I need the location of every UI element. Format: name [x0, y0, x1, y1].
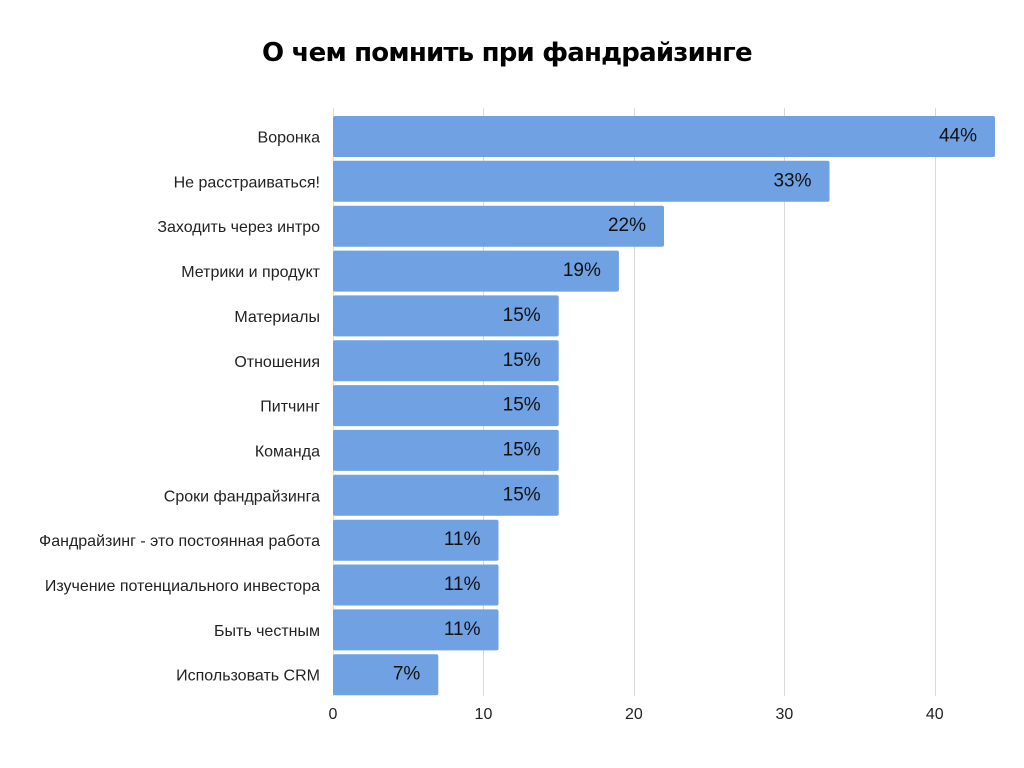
value-label: 15% [503, 350, 541, 371]
x-tick-label: 40 [926, 706, 944, 723]
bar [333, 385, 559, 427]
category-label: Быть честным [214, 623, 320, 640]
category-label: Отношения [234, 354, 320, 371]
value-label: 11% [444, 619, 481, 640]
value-label: 7% [393, 664, 421, 685]
bar [333, 340, 559, 382]
x-tick-label: 20 [625, 706, 643, 723]
category-label: Метрики и продукт [181, 264, 320, 281]
bar [333, 654, 439, 696]
value-labels: 44% 33% 22% 19% 15% 15% 15% 15% 15% 11% 11% 11% 7% [393, 126, 977, 685]
bar [333, 519, 499, 561]
category-label: Питчинг [260, 399, 320, 416]
category-label: Воронка [258, 130, 321, 147]
x-tick-label: 0 [329, 706, 338, 723]
bar [333, 564, 499, 606]
bar [333, 609, 499, 651]
value-label: 15% [503, 484, 541, 505]
value-label: 11% [444, 574, 481, 595]
bar [333, 429, 559, 471]
bar [333, 474, 559, 516]
category-label: Не расстраиваться! [174, 174, 320, 191]
value-label: 19% [563, 260, 601, 281]
value-label: 15% [503, 395, 541, 416]
bar [333, 205, 664, 247]
chart-title: О чем помнить при фандрайзинге [262, 38, 753, 68]
value-label: 15% [503, 439, 541, 460]
category-label: Материалы [234, 309, 320, 326]
category-labels: Воронка Не расстраиваться! Заходить через … [39, 130, 321, 685]
x-tick-label: 30 [775, 706, 793, 723]
bar [333, 116, 995, 157]
x-tick-label: 10 [475, 706, 493, 723]
value-label: 44% [939, 126, 977, 147]
value-label: 11% [444, 529, 481, 550]
category-label: Сроки фандрайзинга [164, 488, 320, 505]
category-label: Изучение потенциального инвестора [45, 578, 320, 595]
value-label: 15% [503, 305, 541, 326]
value-label: 33% [773, 170, 811, 191]
bar [333, 160, 830, 202]
bar [333, 295, 559, 337]
category-label: Команда [255, 443, 320, 460]
category-label: Заходить через интро [157, 219, 320, 236]
category-label: Использовать CRM [176, 668, 320, 685]
bar [333, 250, 619, 292]
category-label: Фандрайзинг - это постоянная работа [39, 533, 320, 550]
x-axis-ticks: 0 10 20 30 40 [329, 706, 944, 723]
value-label: 22% [608, 215, 646, 236]
bar-layer [333, 116, 995, 696]
